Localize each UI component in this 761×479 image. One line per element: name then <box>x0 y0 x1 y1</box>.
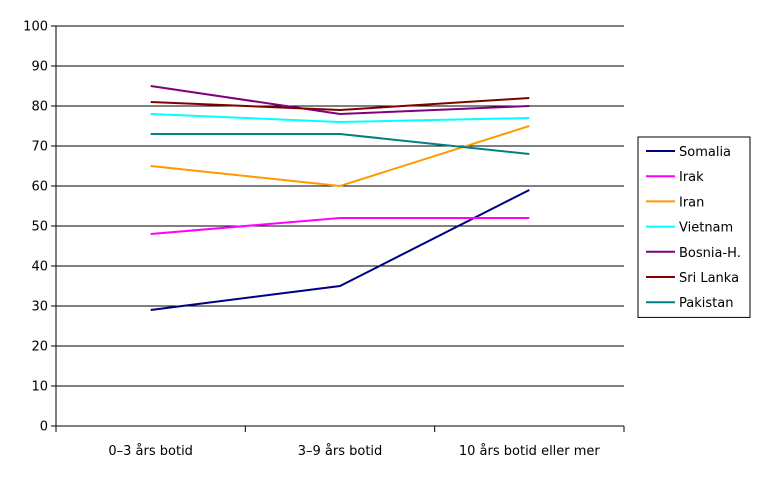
series-line-pakistan <box>150 133 530 155</box>
series-line-bosnia-h- <box>150 85 530 116</box>
y-axis-ticks: 0 10 20 30 40 50 60 70 80 90 100 <box>23 20 56 435</box>
series-line-vietnam <box>150 113 530 124</box>
y-tick-label: 90 <box>31 60 48 75</box>
legend-label: Somalia <box>679 145 731 160</box>
legend-label: Vietnam <box>679 221 733 236</box>
legend-label: Iran <box>679 195 704 210</box>
y-tick-label: 60 <box>31 180 48 195</box>
legend-label: Sri Lanka <box>679 271 739 286</box>
y-tick-label: 0 <box>40 420 48 435</box>
series-line-irak <box>150 217 530 235</box>
series-line-iran <box>150 125 530 188</box>
x-axis-ticks: 0–3 års botid 3–9 års botid 10 års botid e… <box>55 426 625 459</box>
y-tick-label: 10 <box>31 380 48 395</box>
legend-label: Irak <box>679 170 704 185</box>
x-tick-label: 10 års botid eller mer <box>459 444 601 459</box>
gridlines <box>56 25 624 387</box>
y-tick-label: 80 <box>31 100 48 115</box>
series-line-sri-lanka <box>150 97 530 112</box>
legend-label: Pakistan <box>679 296 733 311</box>
y-tick-label: 20 <box>31 340 48 355</box>
y-tick-label: 70 <box>31 140 48 155</box>
y-tick-label: 50 <box>31 220 48 235</box>
x-tick-label: 3–9 års botid <box>298 444 383 459</box>
legend-label: Bosnia-H. <box>679 246 741 261</box>
series-line-somalia <box>150 189 530 311</box>
legend: Somalia Irak Iran Vietnam Bosnia-H. Sri Lanka… <box>637 136 751 318</box>
y-tick-label: 40 <box>31 260 48 275</box>
series-lines <box>150 85 530 311</box>
y-tick-label: 30 <box>31 300 48 315</box>
y-tick-label: 100 <box>23 20 48 35</box>
x-tick-label: 0–3 års botid <box>108 444 193 459</box>
